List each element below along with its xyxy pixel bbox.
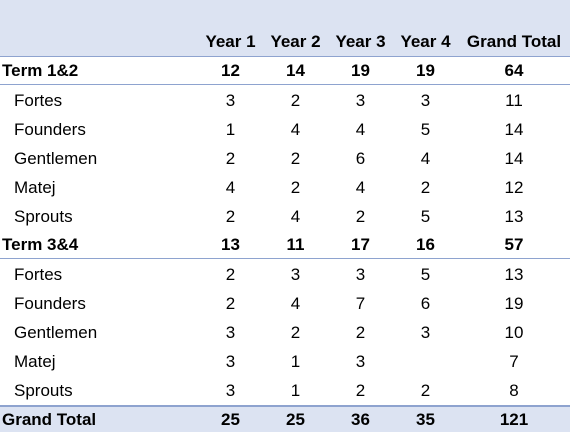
row-label[interactable]: Sprouts bbox=[14, 206, 73, 226]
value-cell[interactable]: 2 bbox=[225, 264, 236, 284]
value-cell[interactable]: 19 bbox=[351, 60, 370, 80]
row-label[interactable]: Founders bbox=[14, 293, 86, 313]
value-cell[interactable]: 4 bbox=[290, 293, 301, 313]
value-cell[interactable]: 3 bbox=[355, 264, 366, 284]
value-cell[interactable]: 2 bbox=[355, 322, 366, 342]
grand-total-row[interactable]: Grand Total 25 25 36 35 121 bbox=[0, 405, 570, 432]
value-cell[interactable]: 1 bbox=[290, 380, 301, 400]
value-cell[interactable]: 3 bbox=[290, 264, 301, 284]
value-cell[interactable]: 3 bbox=[225, 90, 236, 110]
value-cell[interactable]: 13 bbox=[221, 234, 240, 254]
group-row-term-3-4[interactable]: Term 3&4 13 11 17 16 57 bbox=[0, 231, 570, 259]
header-cell-grand-total[interactable]: Grand Total bbox=[466, 32, 562, 51]
group-label[interactable]: Term 3&4 bbox=[2, 234, 79, 254]
row-label[interactable]: Fortes bbox=[14, 90, 63, 110]
value-cell[interactable]: 19 bbox=[416, 60, 435, 80]
value-cell[interactable]: 35 bbox=[416, 409, 435, 429]
table-row[interactable]: Gentlemen 2 2 6 4 14 bbox=[0, 144, 570, 173]
value-cell[interactable]: 12 bbox=[504, 177, 524, 197]
row-label[interactable]: Matej bbox=[14, 177, 56, 197]
row-label[interactable]: Fortes bbox=[14, 264, 63, 284]
table-row[interactable]: Sprouts 3 1 2 2 8 bbox=[0, 376, 570, 405]
table-row[interactable]: Gentlemen 3 2 2 3 10 bbox=[0, 318, 570, 347]
value-cell[interactable]: 5 bbox=[420, 264, 431, 284]
value-cell[interactable]: 4 bbox=[420, 148, 431, 168]
value-cell[interactable]: 19 bbox=[504, 293, 524, 313]
value-cell[interactable]: 25 bbox=[221, 409, 240, 429]
value-cell[interactable]: 1 bbox=[290, 351, 301, 371]
value-cell[interactable]: 13 bbox=[504, 206, 524, 226]
table-row[interactable]: Fortes 3 2 3 3 11 bbox=[0, 86, 570, 115]
value-cell[interactable]: 16 bbox=[416, 234, 435, 254]
table-row[interactable]: Sprouts 2 4 2 5 13 bbox=[0, 202, 570, 231]
value-cell[interactable]: 17 bbox=[351, 234, 370, 254]
value-cell[interactable]: 2 bbox=[290, 177, 301, 197]
value-cell[interactable]: 3 bbox=[420, 90, 431, 110]
table-row[interactable]: Matej 3 1 3 7 bbox=[0, 347, 570, 376]
value-cell[interactable]: 4 bbox=[355, 177, 366, 197]
value-cell[interactable]: 2 bbox=[290, 322, 301, 342]
header-cell-year-3[interactable]: Year 3 bbox=[335, 32, 386, 51]
value-cell[interactable]: 57 bbox=[504, 234, 524, 254]
value-cell[interactable]: 5 bbox=[420, 119, 431, 139]
value-cell[interactable]: 2 bbox=[225, 148, 236, 168]
value-cell[interactable]: 4 bbox=[225, 177, 236, 197]
value-cell[interactable]: 2 bbox=[290, 90, 301, 110]
header-cell-year-4[interactable]: Year 4 bbox=[400, 32, 451, 51]
value-cell[interactable]: 11 bbox=[286, 234, 305, 254]
value-cell[interactable]: 2 bbox=[420, 380, 431, 400]
table-row[interactable]: Matej 4 2 4 2 12 bbox=[0, 173, 570, 202]
value-cell[interactable]: 3 bbox=[420, 322, 431, 342]
row-label[interactable]: Matej bbox=[14, 351, 56, 371]
value-cell[interactable]: 12 bbox=[221, 60, 240, 80]
value-cell[interactable]: 4 bbox=[355, 119, 366, 139]
value-cell[interactable]: 7 bbox=[355, 293, 366, 313]
value-cell[interactable]: 3 bbox=[355, 351, 366, 371]
row-label[interactable]: Gentlemen bbox=[14, 322, 98, 342]
header-cell-year-1[interactable]: Year 1 bbox=[205, 32, 256, 51]
value-cell[interactable]: 14 bbox=[286, 60, 305, 80]
value-cell[interactable]: 2 bbox=[290, 148, 301, 168]
group-row-term-1-2[interactable]: Term 1&2 12 14 19 19 64 bbox=[0, 57, 570, 85]
value-cell[interactable]: 6 bbox=[355, 148, 366, 168]
value-cell[interactable]: 2 bbox=[420, 177, 431, 197]
value-cell[interactable]: 14 bbox=[504, 148, 524, 168]
value-cell[interactable]: 3 bbox=[225, 351, 236, 371]
grand-total-label[interactable]: Grand Total bbox=[2, 409, 97, 429]
value-cell[interactable]: 10 bbox=[504, 322, 524, 342]
value-cell[interactable]: 64 bbox=[504, 60, 524, 80]
value-cell[interactable]: 11 bbox=[505, 90, 523, 110]
header-cell-year-2[interactable]: Year 2 bbox=[270, 32, 321, 51]
value-cell[interactable]: 3 bbox=[355, 90, 366, 110]
value-cell[interactable]: 2 bbox=[355, 380, 366, 400]
table-row[interactable]: Fortes 2 3 3 5 13 bbox=[0, 260, 570, 289]
value-cell[interactable]: 121 bbox=[499, 409, 529, 429]
value-cell[interactable]: 4 bbox=[290, 119, 301, 139]
value-cell[interactable]: 7 bbox=[509, 351, 519, 371]
row-label[interactable]: Founders bbox=[14, 119, 86, 139]
value-cell[interactable]: 2 bbox=[355, 206, 366, 226]
value-cell[interactable]: 1 bbox=[225, 119, 236, 139]
value-cell[interactable]: 14 bbox=[504, 119, 524, 139]
value-cell[interactable]: 8 bbox=[509, 380, 519, 400]
row-label[interactable]: Sprouts bbox=[14, 380, 73, 400]
group-label[interactable]: Term 1&2 bbox=[2, 60, 79, 80]
value-cell[interactable]: 13 bbox=[504, 264, 524, 284]
value-cell[interactable]: 6 bbox=[420, 293, 431, 313]
value-cell[interactable]: 25 bbox=[286, 409, 305, 429]
value-cell[interactable]: 4 bbox=[290, 206, 301, 226]
row-label[interactable]: Gentlemen bbox=[14, 148, 98, 168]
value-cell[interactable]: 3 bbox=[225, 322, 236, 342]
value-cell[interactable]: 36 bbox=[351, 409, 370, 429]
value-cell[interactable]: 2 bbox=[225, 206, 236, 226]
value-cell[interactable]: 3 bbox=[225, 380, 236, 400]
table-row[interactable]: Founders 1 4 4 5 14 bbox=[0, 115, 570, 144]
value-cell[interactable]: 2 bbox=[225, 293, 236, 313]
table-row[interactable]: Founders 2 4 7 6 19 bbox=[0, 289, 570, 318]
header-row: Year 1 Year 2 Year 3 Year 4 Grand Total bbox=[0, 0, 570, 57]
value-cell[interactable]: 5 bbox=[420, 206, 431, 226]
